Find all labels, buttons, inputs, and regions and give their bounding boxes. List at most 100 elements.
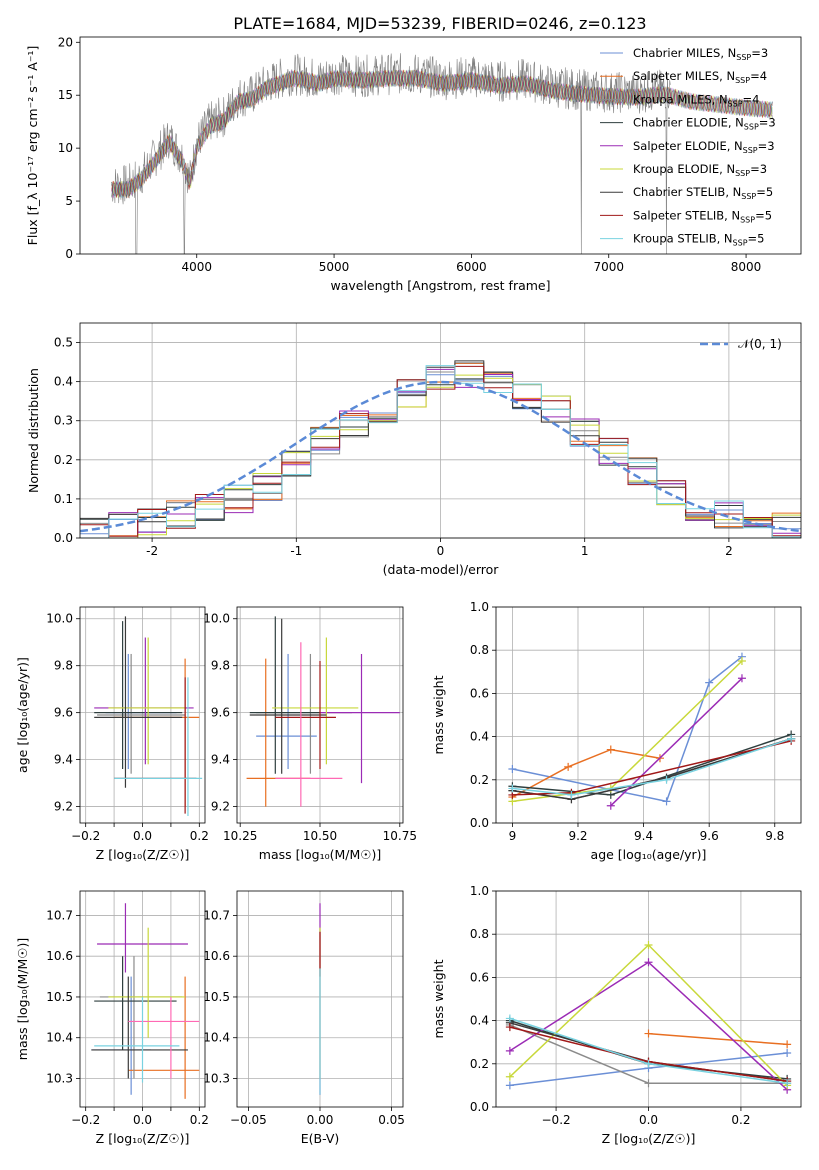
series-line bbox=[512, 738, 792, 800]
y-tick-label: 10.5 bbox=[203, 990, 230, 1004]
x-tick-label: 9.2 bbox=[568, 829, 587, 843]
x-tick-label: 0 bbox=[437, 544, 445, 558]
legend-entry: Chabrier ELODIE, NSSP=3 bbox=[633, 116, 776, 132]
x-tick-label: -1 bbox=[290, 544, 302, 558]
legend-entry: Kroupa STELIB, NSSP=5 bbox=[633, 232, 764, 248]
legend-entry: Chabrier MILES, NSSP=3 bbox=[633, 46, 768, 62]
y-tick-label: 10.7 bbox=[46, 908, 73, 922]
figure-title: PLATE=1684, MJD=53239, FIBERID=0246, z=0… bbox=[233, 14, 646, 33]
series-point bbox=[737, 657, 746, 665]
x-tick-label: 5000 bbox=[319, 260, 350, 274]
y-tick-label: 5 bbox=[65, 194, 73, 208]
series-line bbox=[512, 738, 792, 796]
axes-frame bbox=[495, 606, 802, 824]
x-tick-label: −0.05 bbox=[230, 1113, 267, 1127]
series-point bbox=[705, 678, 714, 687]
y-tick-label: 10.7 bbox=[203, 908, 230, 922]
y-axis-label: age [log₁₀(age/yr)] bbox=[15, 657, 30, 773]
y-axis-label: Normed distribution bbox=[26, 368, 41, 493]
y-axis-label: mass weight bbox=[431, 959, 446, 1038]
y-tick-label: 0.8 bbox=[470, 643, 489, 657]
y-tick-label: 9.6 bbox=[54, 706, 73, 720]
x-tick-label: 6000 bbox=[456, 260, 487, 274]
x-tick-label: 0.0 bbox=[133, 1113, 152, 1127]
panel-mass-weight-vs-Z: −0.2 0.0 0.2 0.0 0.2 0.4 0.6 0.8 1.0 Z [log₁₀(Z/Z… bbox=[431, 884, 802, 1146]
x-tick-label: 10.50 bbox=[303, 829, 337, 843]
plot-area bbox=[94, 616, 203, 816]
y-tick-label: 0.4 bbox=[470, 730, 489, 744]
y-tick-label: 0.0 bbox=[470, 1100, 489, 1114]
x-axis-label: Z [log₁₀(Z/Z☉)] bbox=[602, 1131, 696, 1146]
plot-area bbox=[505, 941, 792, 1094]
y-tick-label: 9.8 bbox=[54, 659, 73, 673]
y-tick-label: 0.3 bbox=[54, 414, 73, 428]
x-tick-label: 9 bbox=[509, 829, 517, 843]
series-point bbox=[644, 1029, 653, 1038]
x-tick-label: 7000 bbox=[593, 260, 624, 274]
x-tick-label: −0.2 bbox=[71, 1113, 100, 1127]
x-tick-label: -2 bbox=[146, 544, 158, 558]
x-axis-label: (data-model)/error bbox=[383, 562, 500, 577]
panel-spectrum: Chabrier MILES, NSSP=3 Salpeter MILES, NS… bbox=[25, 35, 802, 293]
series-point bbox=[606, 801, 615, 810]
y-axis-label: Flux [f_λ 10⁻¹⁷ erg cm⁻² s⁻¹ A⁻¹] bbox=[25, 46, 40, 246]
y-tick-label: 15 bbox=[58, 88, 73, 102]
series-point bbox=[662, 797, 671, 806]
x-axis-label: age [log₁₀(age/yr)] bbox=[591, 847, 707, 862]
series-line bbox=[512, 733, 792, 796]
series-point bbox=[505, 1046, 514, 1055]
y-tick-label: 0.6 bbox=[470, 686, 489, 700]
y-axis-label: mass [log₁₀(M/M☉)] bbox=[15, 938, 30, 1060]
y-tick-label: 10.0 bbox=[46, 612, 73, 626]
y-tick-label: 10.6 bbox=[46, 949, 73, 963]
y-tick-label: 1.0 bbox=[470, 884, 489, 898]
y-tick-label: 0.1 bbox=[54, 492, 73, 506]
y-tick-label: 10 bbox=[58, 141, 73, 155]
legend-entry: Salpeter ELODIE, NSSP=3 bbox=[633, 139, 775, 155]
x-tick-label: −0.2 bbox=[71, 829, 100, 843]
residual-histogram bbox=[80, 368, 801, 538]
y-tick-label: 9.8 bbox=[211, 659, 230, 673]
series-point bbox=[737, 674, 746, 683]
x-tick-label: 0.05 bbox=[378, 1113, 405, 1127]
x-axis-label: Z [log₁₀(Z/Z☉)] bbox=[96, 1131, 190, 1146]
y-tick-label: 1.0 bbox=[470, 600, 489, 614]
series-point bbox=[505, 1014, 514, 1023]
x-tick-label: 2 bbox=[725, 544, 733, 558]
series-line bbox=[610, 677, 743, 807]
x-tick-label: 9.6 bbox=[700, 829, 719, 843]
y-tick-label: 0.5 bbox=[54, 336, 73, 350]
series-point bbox=[564, 762, 573, 771]
y-axis-label: mass weight bbox=[431, 675, 446, 754]
y-tick-label: 10.0 bbox=[203, 612, 230, 626]
y-tick-label: 10.4 bbox=[46, 1031, 73, 1045]
x-axis-label: E(B-V) bbox=[301, 1131, 340, 1146]
y-tick-label: 0.2 bbox=[470, 773, 489, 787]
x-axis-label: Z [log₁₀(Z/Z☉)] bbox=[96, 847, 190, 862]
y-tick-label: 10.3 bbox=[46, 1071, 73, 1085]
y-tick-label: 9.2 bbox=[211, 800, 230, 814]
plot-area bbox=[111, 53, 773, 254]
x-tick-label: 1 bbox=[581, 544, 589, 558]
legend: Chabrier MILES, NSSP=3 Salpeter MILES, NS… bbox=[600, 46, 776, 248]
series-point bbox=[505, 1023, 514, 1032]
y-tick-label: 0.2 bbox=[54, 453, 73, 467]
residual-histogram bbox=[80, 365, 801, 537]
x-tick-label: 9.4 bbox=[634, 829, 653, 843]
legend-entry: Salpeter MILES, NSSP=4 bbox=[633, 69, 767, 85]
x-tick-label: 9.8 bbox=[765, 829, 784, 843]
plot-area bbox=[508, 652, 796, 810]
series-point bbox=[508, 765, 517, 773]
panel-age-vs-Z: −0.2 0.0 0.2 9.2 9.4 9.6 9.8 10.0 Z [log₁₀(Z/Z☉)… bbox=[15, 606, 209, 862]
x-tick-label: 0.0 bbox=[133, 829, 152, 843]
y-tick-label: 0.8 bbox=[470, 927, 489, 941]
series-point bbox=[783, 1079, 792, 1088]
spectrum-model-line bbox=[111, 69, 773, 198]
y-tick-label: 20 bbox=[58, 35, 73, 49]
x-tick-label: 0.00 bbox=[307, 1113, 334, 1127]
series-point bbox=[508, 784, 517, 793]
residual-histogram bbox=[80, 360, 801, 529]
y-tick-label: 0.4 bbox=[470, 1014, 489, 1028]
x-axis-label: mass [log₁₀(M/M☉)] bbox=[259, 847, 381, 862]
x-tick-label: 10.25 bbox=[223, 829, 257, 843]
